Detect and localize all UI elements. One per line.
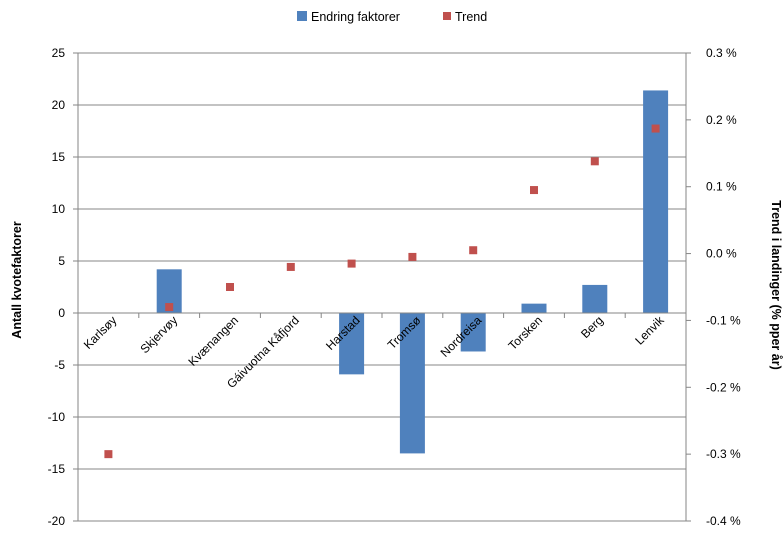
category-label: Lenvik (632, 313, 667, 348)
trend-marker (651, 124, 660, 133)
bar-series (156, 90, 669, 454)
legend-swatch-bar (297, 11, 307, 21)
y-tick-label: 15 (52, 150, 66, 164)
trend-marker (469, 246, 478, 255)
y2-tick-label: 0.3 % (706, 46, 737, 60)
legend-label-bar: Endring faktorer (311, 10, 400, 24)
y-tick-label: -20 (48, 514, 66, 528)
category-label: Berg (578, 313, 606, 341)
y-tick-label: -5 (54, 358, 65, 372)
category-label: Kvænangen (185, 313, 241, 369)
bar (582, 284, 608, 313)
y-tick-label: -15 (48, 462, 66, 476)
y2-tick-label: -0.3 % (706, 447, 741, 461)
y2-tick-label: 0.2 % (706, 113, 737, 127)
y-tick-label: 10 (52, 202, 66, 216)
bar (521, 303, 547, 313)
y-axis-title: Antall kvotefaktorer (10, 221, 24, 339)
y2-tick-label: -0.2 % (706, 380, 741, 394)
y2-tick-label: -0.1 % (706, 313, 741, 327)
trend-marker (408, 252, 417, 261)
trend-marker (530, 186, 538, 195)
trend-marker (590, 157, 599, 166)
trend-marker (165, 303, 174, 312)
bar (399, 313, 425, 454)
y2-tick-label: 0.0 % (706, 247, 737, 261)
legend-swatch-trend (443, 12, 451, 20)
legend: Endring faktorer Trend (297, 10, 487, 24)
y2-tick-label: 0.1 % (706, 180, 737, 194)
category-label: Karlsøy (81, 313, 120, 352)
trend-marker (104, 450, 113, 459)
bar (643, 90, 669, 313)
y2-tick-label: -0.4 % (706, 514, 741, 528)
y-tick-label: 20 (52, 98, 66, 112)
bar (460, 313, 486, 352)
right-axis-ticks: 0.3 % 0.2 % 0.1 % 0.0 % -0.1 % -0.2 % -0.3 % -0… (686, 46, 741, 528)
trend-marker (347, 259, 356, 268)
y-tick-label: 25 (52, 46, 66, 60)
trend-series (104, 124, 660, 459)
category-label: Torsken (506, 313, 546, 353)
y2-axis-title: Trend i landinger (% pper år) (769, 200, 783, 369)
trend-marker (226, 283, 234, 291)
bar (339, 313, 365, 375)
axes (77, 53, 687, 521)
y-tick-label: -10 (48, 410, 66, 424)
y-tick-label: 0 (58, 306, 65, 320)
left-axis-ticks: 25 20 15 10 5 0 -5 -10 -15 -20 (48, 46, 78, 528)
y-tick-label: 5 (58, 254, 65, 268)
category-label: Skjervøy (137, 313, 180, 356)
legend-label-trend: Trend (455, 10, 487, 24)
trend-marker (286, 262, 295, 271)
